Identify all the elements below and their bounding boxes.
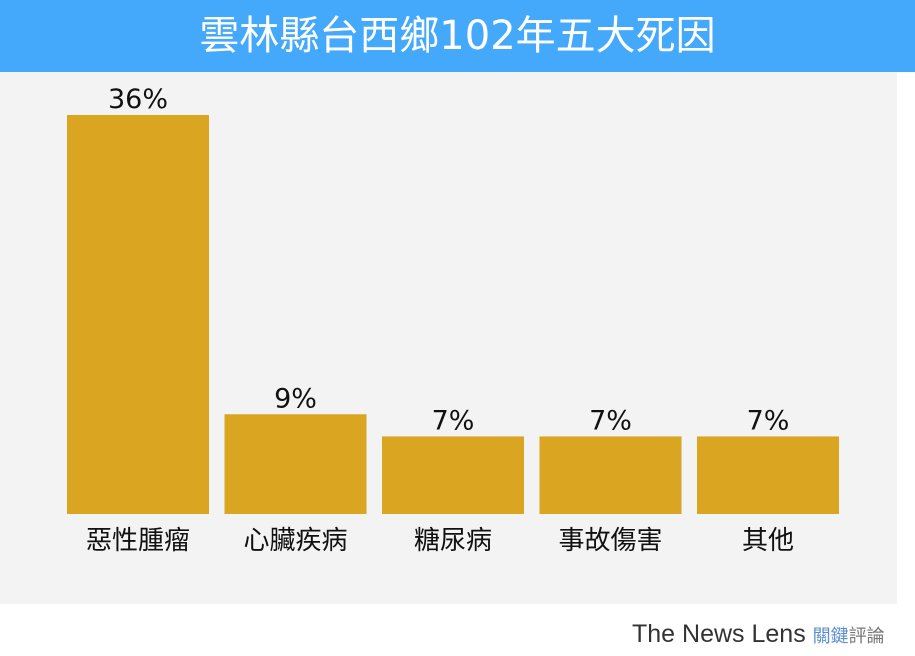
bar <box>539 436 682 514</box>
category-label: 事故傷害 <box>558 526 662 556</box>
bar <box>382 436 524 514</box>
category-label: 惡性腫瘤 <box>86 526 190 556</box>
data-label: 7% <box>589 405 632 436</box>
chart-title: 雲林縣台西鄉102年五大死因 <box>0 0 915 72</box>
bar <box>697 436 839 514</box>
category-label: 糖尿病 <box>414 526 492 556</box>
bar <box>67 115 209 514</box>
data-label: 9% <box>274 383 317 414</box>
logo-zh-b: 評論 <box>848 626 885 646</box>
logo: The News Lens 關鍵評論 <box>632 620 885 649</box>
logo-text: The News Lens <box>632 620 806 648</box>
bar <box>224 414 367 514</box>
data-label: 36% <box>108 84 168 115</box>
category-label: 心臟疾病 <box>243 526 347 556</box>
logo-zh-a: 關鍵 <box>812 626 849 646</box>
category-label: 其他 <box>742 526 794 556</box>
data-label: 7% <box>747 405 790 436</box>
data-label: 7% <box>432 405 475 436</box>
